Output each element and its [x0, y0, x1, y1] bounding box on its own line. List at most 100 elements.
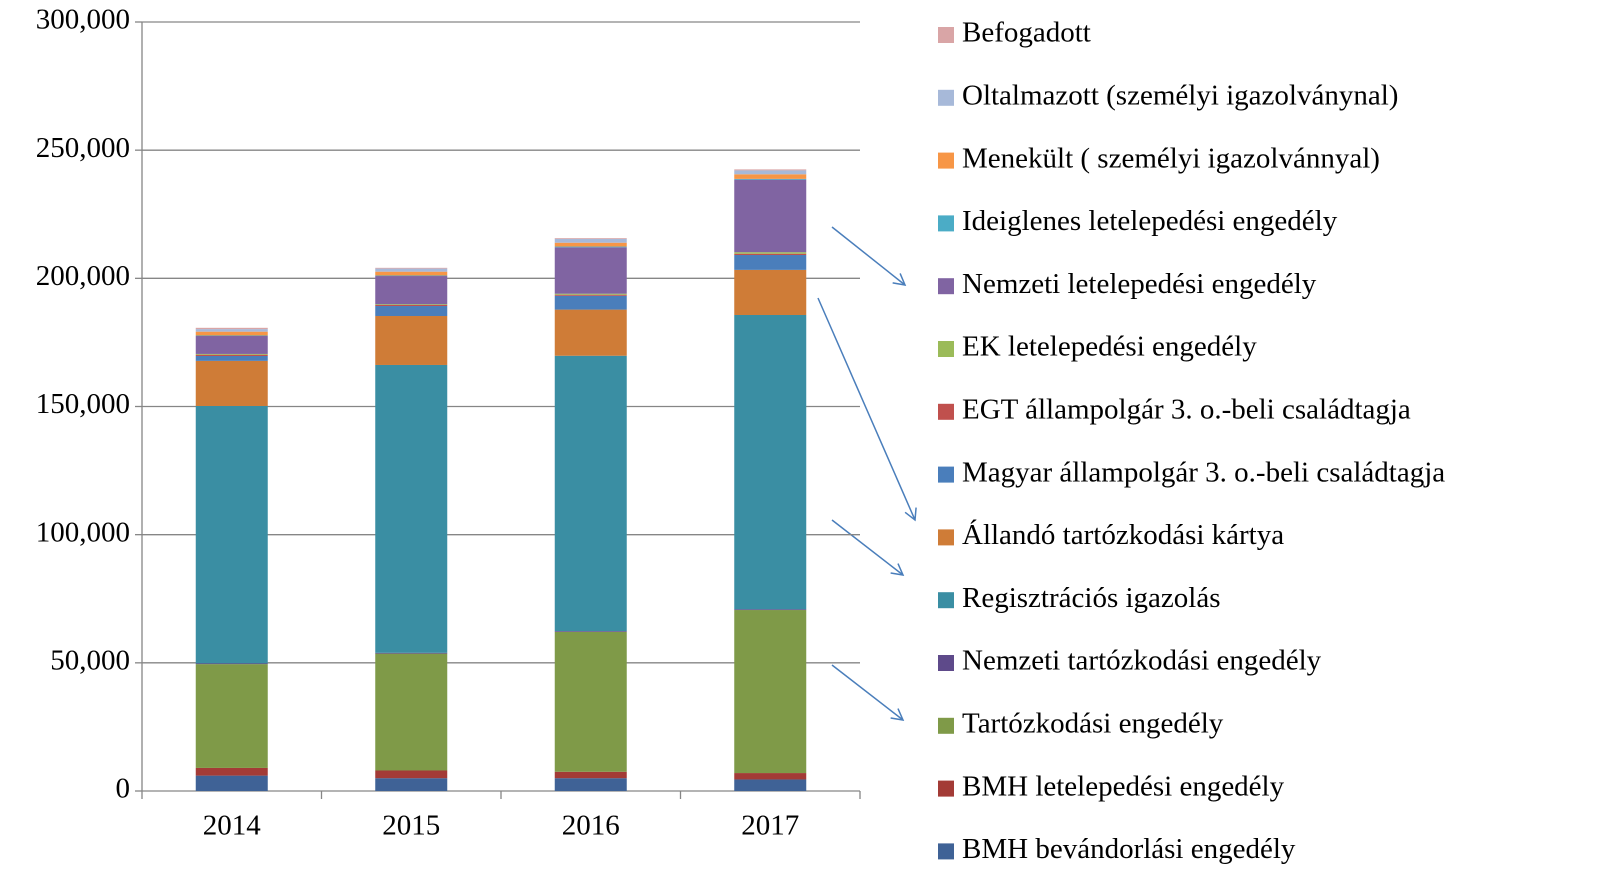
legend-label: Befogadott: [962, 17, 1091, 49]
legend-label: Oltalmazott (személyi igazolványnal): [962, 79, 1398, 111]
bar-segment: [734, 169, 807, 171]
legend-label: Állandó tartózkodási kártya: [962, 518, 1284, 551]
y-tick-label: 200,000: [36, 260, 130, 292]
arrow: [831, 519, 905, 576]
arrow: [817, 297, 917, 522]
bar-segment: [375, 653, 448, 771]
legend-label: EK letelepedési engedély: [962, 331, 1257, 363]
bar-segment: [195, 775, 268, 791]
bar-segment: [195, 329, 268, 332]
arrow: [831, 664, 905, 721]
x-tick-label: 2015: [382, 810, 440, 842]
legend-label: Nemzeti tartózkodási engedély: [962, 645, 1322, 677]
bar-segment: [554, 771, 627, 779]
arrows: [817, 226, 917, 721]
bar-segment: [734, 253, 807, 256]
bar-segment: [195, 353, 268, 355]
bar-segment: [734, 610, 807, 774]
bar-segment: [554, 246, 627, 248]
bar-segment: [554, 309, 627, 356]
legend-swatch: [938, 278, 954, 295]
legend-label: BMH bevándorlási engedély: [962, 833, 1296, 865]
y-tick-label: 50,000: [50, 644, 130, 676]
arrow: [831, 226, 907, 286]
legend-label: Regisztrációs igazolás: [962, 582, 1221, 614]
bar-segment: [734, 170, 807, 175]
legend-swatch: [938, 466, 954, 483]
bar-segment: [195, 327, 268, 330]
bar-segment: [554, 631, 627, 772]
bar-segment: [554, 238, 627, 239]
bar-segment: [195, 767, 268, 776]
bar-segment: [734, 609, 807, 611]
bar-segment: [554, 242, 627, 247]
legend-label: BMH letelepedési engedély: [962, 770, 1285, 802]
bar-segment: [734, 779, 807, 791]
bar-segment: [375, 778, 448, 791]
legend-label: Tartózkodási engedély: [962, 707, 1224, 739]
y-tick-label: 150,000: [36, 388, 130, 420]
bar-segment: [734, 174, 807, 179]
bar-segment: [195, 354, 268, 357]
bar-segment: [195, 356, 268, 361]
bar-segment: [195, 405, 268, 664]
bar-segment: [375, 304, 448, 307]
legend-swatch: [938, 717, 954, 734]
bar-segment: [375, 267, 448, 269]
y-tick-label: 300,000: [36, 4, 130, 36]
legend-label: EGT állampolgár 3. o.-beli családtagja: [962, 393, 1411, 425]
legend-swatch: [938, 152, 954, 169]
bar-segment: [375, 364, 448, 653]
bar-segment: [375, 276, 448, 305]
legend-label: Ideiglenes letelepedési engedély: [962, 205, 1338, 237]
legend-swatch: [938, 843, 954, 860]
bar-segment: [734, 179, 807, 253]
legend-swatch: [938, 592, 954, 609]
bar-segment: [734, 314, 807, 610]
legend-swatch: [938, 780, 954, 797]
legend-swatch: [938, 341, 954, 357]
legend-label: Nemzeti letelepedési engedély: [962, 268, 1317, 300]
bar-segment: [554, 295, 627, 310]
y-tick-label: 0: [116, 773, 131, 805]
bar-segment: [375, 271, 448, 276]
bar-segment: [554, 238, 627, 243]
bar-segment: [375, 652, 448, 654]
bar-segment: [734, 252, 807, 254]
x-tick-label: 2016: [562, 810, 620, 842]
x-tick-label: 2017: [741, 810, 799, 842]
bar-segment: [554, 631, 627, 632]
legend-swatch: [938, 215, 954, 232]
bar-segment: [195, 663, 268, 665]
legend-swatch: [938, 529, 954, 546]
bar-segment: [195, 331, 268, 336]
bar-segment: [734, 255, 807, 270]
bar-segment: [375, 275, 448, 277]
legend-label: Magyar állampolgár 3. o.-beli családtagj…: [962, 456, 1445, 488]
bar-segment: [734, 773, 807, 780]
bar-segment: [375, 304, 448, 305]
legend-swatch: [938, 27, 954, 43]
bar-segment: [554, 355, 627, 632]
bar-segment: [375, 306, 448, 317]
bar-segment: [554, 247, 627, 294]
bar-segment: [375, 316, 448, 365]
bar-segment: [375, 770, 448, 779]
legend-swatch: [938, 403, 954, 420]
bar-segment: [195, 335, 268, 337]
bar-segment: [375, 268, 448, 272]
y-tick-label: 100,000: [36, 516, 130, 548]
bar-segment: [554, 778, 627, 791]
bar-segment: [195, 664, 268, 768]
legend-swatch: [938, 655, 954, 671]
bar-segment: [554, 293, 627, 295]
bar-segment: [195, 360, 268, 406]
legend-label: Menekült ( személyi igazolvánnyal): [962, 142, 1380, 174]
bar-segment: [195, 336, 268, 354]
y-tick-label: 250,000: [36, 132, 130, 164]
bar-segment: [734, 269, 807, 315]
bar-segment: [554, 294, 627, 296]
legend-swatch: [938, 89, 954, 106]
x-tick-label: 2014: [203, 810, 262, 842]
